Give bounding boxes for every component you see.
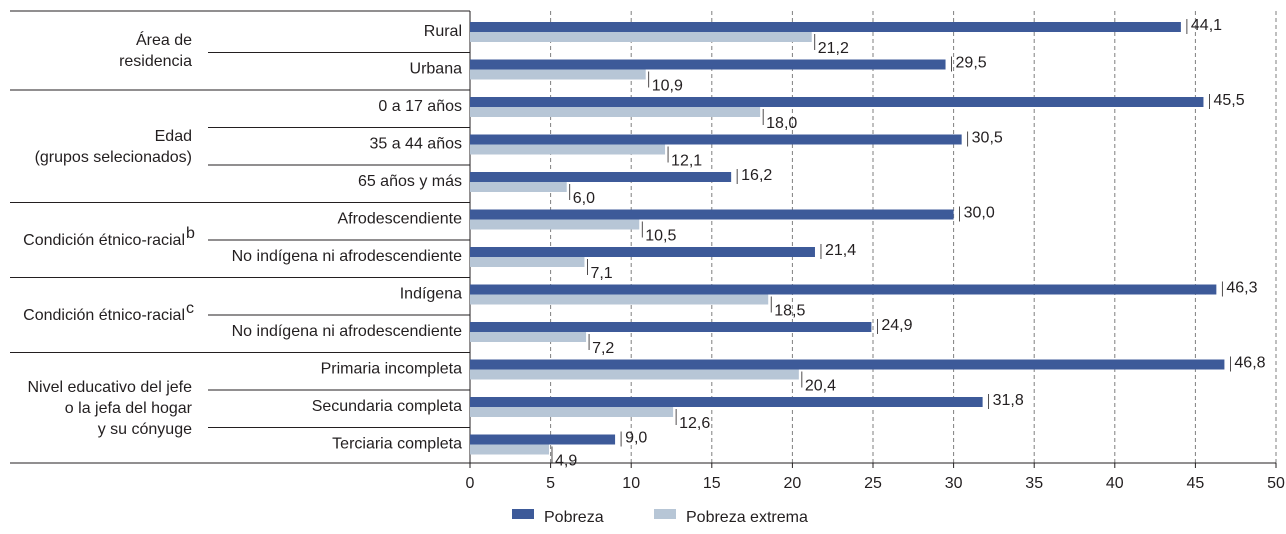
bar-pobreza: [470, 59, 946, 70]
bar-pobreza-extrema: [470, 257, 585, 267]
group-label: y su cónyuge: [98, 421, 192, 438]
value-label-pobreza: 24,9: [881, 317, 912, 334]
group-label: Condición étnico-racial: [23, 307, 185, 324]
x-tick-label: 45: [1187, 475, 1205, 492]
x-tick-label: 40: [1106, 475, 1124, 492]
value-label-pobreza: 31,8: [993, 392, 1024, 409]
bar-pobreza: [470, 134, 962, 145]
value-label-pobreza-extrema: 4,9: [555, 453, 577, 470]
legend-label: Pobreza extrema: [686, 509, 808, 526]
bar-pobreza-extrema: [470, 144, 666, 155]
bar-pobreza: [470, 172, 732, 182]
category-label: Urbana: [410, 61, 463, 78]
x-tick-label: 20: [784, 475, 802, 492]
category-label: Terciaria completa: [332, 436, 462, 453]
value-label-pobreza: 44,1: [1191, 17, 1222, 34]
bar-pobreza: [470, 209, 954, 220]
value-label-pobreza: 30,5: [972, 130, 1003, 147]
category-label: Rural: [424, 23, 462, 40]
bar-pobreza: [470, 97, 1204, 107]
category-label: 35 a 44 años: [369, 136, 462, 153]
category-label: 0 a 17 años: [378, 98, 462, 115]
bar-pobreza-extrema: [470, 69, 646, 80]
value-label-pobreza: 16,2: [741, 167, 772, 184]
category-label: Secundaria completa: [312, 398, 462, 415]
x-tick-label: 25: [864, 475, 882, 492]
category-label: No indígena ni afrodescendiente: [232, 248, 462, 265]
value-label-pobreza-extrema: 6,0: [573, 190, 595, 207]
bar-pobreza: [470, 397, 983, 407]
value-label-pobreza-extrema: 12,6: [679, 415, 710, 432]
group-label: Condición étnico-racial: [23, 232, 185, 249]
value-label-pobreza-extrema: 18,5: [774, 303, 805, 320]
category-label: Afrodescendiente: [337, 211, 462, 228]
bar-pobreza: [470, 359, 1225, 370]
x-tick-label: 5: [546, 475, 555, 492]
legend-swatch: [654, 509, 676, 519]
group-label-superscript: b: [186, 225, 195, 242]
category-label: No indígena ni afrodescendiente: [232, 323, 462, 340]
value-label-pobreza-extrema: 12,1: [671, 153, 702, 170]
x-tick-label: 15: [703, 475, 721, 492]
value-label-pobreza: 9,0: [625, 430, 647, 447]
group-label: (grupos selecionados): [35, 149, 192, 166]
category-label: Indígena: [400, 286, 462, 303]
category-label: Primaria incompleta: [321, 361, 462, 378]
value-label-pobreza-extrema: 20,4: [805, 378, 836, 395]
bar-pobreza: [470, 434, 616, 445]
bar-pobreza-extrema: [470, 219, 640, 230]
value-label-pobreza-extrema: 10,5: [645, 228, 676, 245]
bar-pobreza: [470, 284, 1217, 295]
bar-pobreza: [470, 322, 872, 332]
x-tick-label: 30: [945, 475, 963, 492]
bar-pobreza-extrema: [470, 32, 812, 42]
value-label-pobreza: 21,4: [825, 242, 856, 259]
group-label-superscript: c: [186, 300, 194, 317]
value-label-pobreza-extrema: 10,9: [652, 78, 683, 95]
bar-pobreza-extrema: [470, 369, 799, 380]
group-label: Edad: [155, 128, 192, 145]
bar-pobreza: [470, 247, 815, 257]
value-label-pobreza: 46,3: [1226, 280, 1257, 297]
group-label: residencia: [119, 53, 192, 70]
legend-label: Pobreza: [544, 509, 604, 526]
x-tick-label: 10: [622, 475, 640, 492]
bar-pobreza-extrema: [470, 294, 769, 305]
bar-pobreza: [470, 22, 1181, 32]
value-label-pobreza: 46,8: [1234, 355, 1265, 372]
group-label: o la jefa del hogar: [65, 400, 193, 417]
bar-pobreza-extrema: [470, 407, 674, 417]
value-label-pobreza: 45,5: [1213, 92, 1244, 109]
x-tick-label: 50: [1267, 475, 1285, 492]
x-tick-label: 0: [466, 475, 475, 492]
bar-pobreza-extrema: [470, 332, 587, 342]
value-label-pobreza-extrema: 21,2: [818, 40, 849, 57]
category-label: 65 años y más: [358, 173, 462, 190]
value-label-pobreza-extrema: 18,0: [766, 115, 797, 132]
value-label-pobreza-extrema: 7,2: [592, 340, 614, 357]
bar-pobreza-extrema: [470, 107, 761, 117]
group-label: Nivel educativo del jefe: [27, 379, 192, 396]
group-label: Área de: [136, 30, 192, 49]
x-tick-label: 35: [1025, 475, 1043, 492]
value-label-pobreza: 30,0: [964, 205, 995, 222]
legend-swatch: [512, 509, 534, 519]
bar-pobreza-extrema: [470, 182, 567, 192]
value-label-pobreza: 29,5: [956, 55, 987, 72]
bar-pobreza-extrema: [470, 444, 549, 455]
value-label-pobreza-extrema: 7,1: [590, 265, 612, 282]
